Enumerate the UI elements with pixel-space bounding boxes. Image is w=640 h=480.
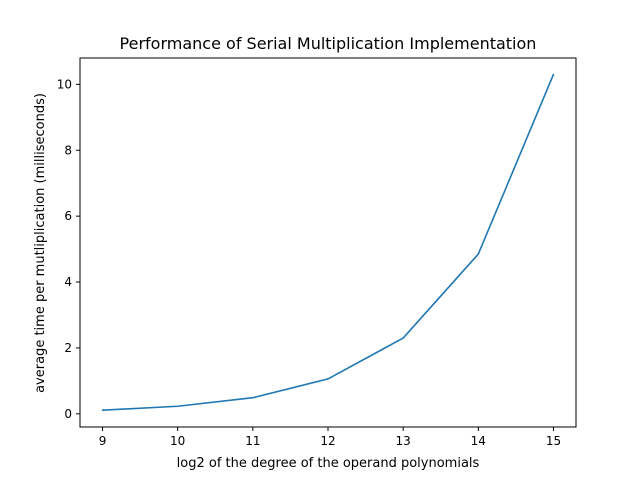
x-tick-label: 10: [170, 434, 185, 448]
y-tick-label: 4: [64, 275, 72, 289]
series-line: [101, 73, 555, 412]
x-tick-label: 13: [396, 434, 411, 448]
y-tick-label: 10: [57, 77, 72, 91]
y-tick-label: 2: [64, 341, 72, 355]
y-tick-label: 8: [64, 143, 72, 157]
x-tick-label: 11: [245, 434, 260, 448]
y-tick-label: 6: [64, 209, 72, 223]
x-tick-label: 12: [320, 434, 335, 448]
y-tick-label: 0: [64, 407, 72, 421]
x-tick-label: 9: [99, 434, 107, 448]
plot-area: 9 10 11 12 13 14 15 0 2 4 6 8 10: [57, 73, 561, 448]
y-axis-label: average time per mutliplication (millise…: [33, 93, 48, 393]
axes-frame: [79, 57, 577, 428]
x-tick-label: 15: [546, 434, 561, 448]
x-tick-label: 14: [471, 434, 486, 448]
chart-title: Performance of Serial Multiplication Imp…: [120, 34, 537, 53]
x-axis-label: log2 of the degree of the operand polyno…: [177, 456, 480, 471]
